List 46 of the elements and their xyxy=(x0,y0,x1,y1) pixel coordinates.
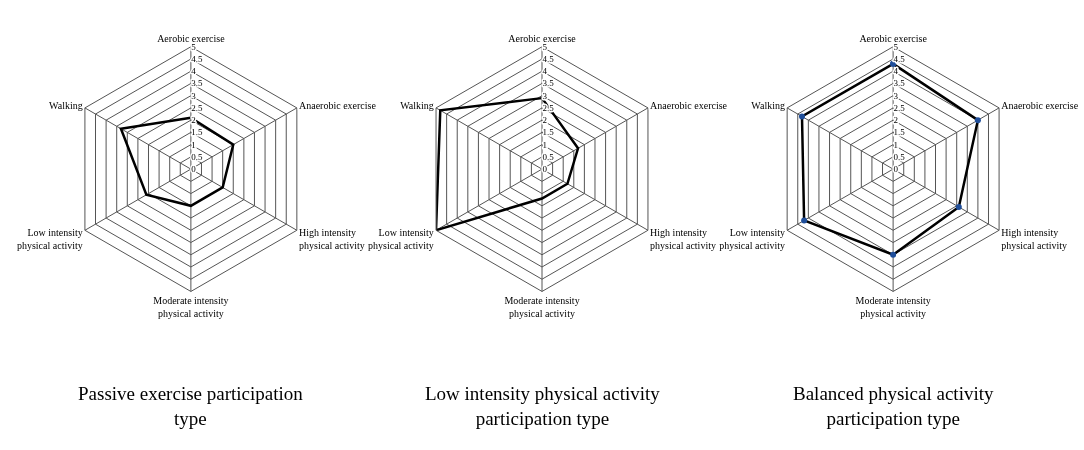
spoke-label: High intensity physical activity xyxy=(299,227,365,252)
y-tick-label: 1 xyxy=(191,139,196,150)
y-tick-label: 1.5 xyxy=(542,127,555,138)
y-tick-label: 1.5 xyxy=(893,127,906,138)
spoke-label: Moderate intensity physical activity xyxy=(855,294,931,319)
text: Balanced physical activity participation type xyxy=(793,383,994,429)
y-tick-label: 0 xyxy=(191,164,197,175)
spoke-label: Anaerobic exercise xyxy=(650,99,728,111)
y-tick-label: 2 xyxy=(542,115,547,126)
spoke-label: Walking xyxy=(400,99,434,111)
y-tick-label: 0 xyxy=(542,164,548,175)
spoke-label: Low intensity physical activity xyxy=(368,227,434,252)
y-tick-label: 3.5 xyxy=(542,78,555,89)
y-tick-label: 0 xyxy=(893,164,899,175)
y-tick-label: 2.5 xyxy=(191,102,204,113)
y-tick-label: 0.5 xyxy=(542,151,555,162)
y-tick-label: 4.5 xyxy=(191,53,204,64)
y-tick-label: 4 xyxy=(893,66,899,77)
spoke-label: Moderate intensity physical activity xyxy=(504,294,580,319)
y-tick-label: 1 xyxy=(893,139,899,150)
spoke-label: High intensity physical activity xyxy=(650,227,716,252)
y-tick-label: 0.5 xyxy=(191,151,204,162)
y-tick-label: 1 xyxy=(542,139,547,150)
text: Passive exercise participation type xyxy=(78,383,304,429)
y-tick-label: 3 xyxy=(191,90,197,101)
spoke-label: High intensity physical activity xyxy=(1001,227,1068,252)
y-tick-label: 4.5 xyxy=(542,53,555,64)
spoke-label: Low intensity physical activity xyxy=(16,227,83,252)
y-tick-label: 4 xyxy=(542,66,548,77)
spoke-label: Anaerobic exercise xyxy=(1001,99,1079,111)
y-tick-label: 3 xyxy=(542,90,548,101)
y-tick-label: 2 xyxy=(191,115,196,126)
spoke-label: Walking xyxy=(751,99,785,111)
y-tick-label: 4 xyxy=(191,66,197,77)
text: Low intensity physical activity participation type xyxy=(425,383,661,429)
spoke-label: Anaerobic exercise xyxy=(299,99,377,111)
y-tick-label: 1.5 xyxy=(191,127,204,138)
y-tick-label: 0.5 xyxy=(893,151,906,162)
spoke-label: Walking xyxy=(49,99,83,111)
y-tick-label: 4.5 xyxy=(893,53,906,64)
spoke-label: Low intensity physical activity xyxy=(719,227,785,252)
spoke-label: Moderate intensity physical activity xyxy=(153,294,229,319)
y-tick-label: 2 xyxy=(893,115,899,126)
y-tick-label: 3 xyxy=(893,90,899,101)
y-tick-label: 3.5 xyxy=(893,78,906,89)
y-tick-label: 2.5 xyxy=(893,102,906,113)
